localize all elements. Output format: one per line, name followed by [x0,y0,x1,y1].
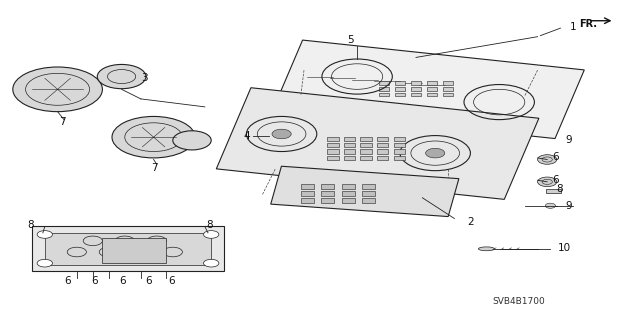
Bar [377,156,388,160]
Bar [394,149,405,154]
Polygon shape [216,88,539,199]
Text: 8: 8 [28,220,34,230]
Bar [360,137,372,141]
Polygon shape [273,40,584,138]
Bar [321,184,334,189]
Text: 6: 6 [120,276,126,286]
Text: 3: 3 [141,73,147,83]
Bar [327,149,339,154]
Text: 6: 6 [145,276,152,286]
Bar [362,198,375,203]
Circle shape [112,116,195,158]
Bar [427,87,437,91]
Bar [377,143,388,147]
Bar [443,93,453,96]
Bar [427,81,437,85]
Bar [32,226,224,271]
Bar [301,184,314,189]
Text: 4: 4 [243,130,250,141]
Text: 1: 1 [570,22,576,32]
Text: 6: 6 [92,276,98,286]
Bar [342,198,355,203]
Bar [411,93,421,96]
Text: 6: 6 [552,175,559,185]
Bar [362,191,375,196]
Bar [301,198,314,203]
Text: 10: 10 [558,243,571,253]
Bar [379,93,389,96]
Bar [394,156,405,160]
Ellipse shape [479,247,495,251]
Text: 6: 6 [64,276,70,286]
Bar [379,87,389,91]
Circle shape [97,64,146,89]
Text: 7: 7 [60,117,66,127]
Bar [546,189,561,193]
Bar [379,81,389,85]
Bar [360,149,372,154]
Text: 9: 9 [565,201,572,211]
Text: 7: 7 [152,163,158,174]
Bar [344,149,355,154]
Bar [411,81,421,85]
Circle shape [538,177,557,187]
Circle shape [13,67,102,112]
Text: 8: 8 [557,184,563,194]
Text: 9: 9 [565,135,572,145]
Bar [362,184,375,189]
Bar [342,184,355,189]
Bar [377,149,388,154]
Bar [321,198,334,203]
Bar [45,233,211,265]
Bar [344,137,355,141]
Bar [321,191,334,196]
Bar [394,143,405,147]
Bar [443,87,453,91]
Circle shape [272,129,291,139]
Bar [360,143,372,147]
Text: 2: 2 [467,217,474,227]
Bar [360,156,372,160]
Circle shape [538,155,557,164]
Bar [344,156,355,160]
Bar [377,137,388,141]
Polygon shape [271,166,459,217]
Circle shape [426,148,445,158]
Bar [102,238,166,263]
Text: 5: 5 [348,35,354,45]
Bar [327,137,339,141]
Circle shape [37,231,52,238]
Bar [411,87,421,91]
Circle shape [545,203,556,208]
Bar [342,191,355,196]
Bar [443,81,453,85]
Bar [394,137,405,141]
Bar [301,191,314,196]
Circle shape [204,259,219,267]
Bar [344,143,355,147]
Text: 8: 8 [207,220,213,230]
Bar [327,156,339,160]
Circle shape [204,231,219,238]
Text: 6: 6 [552,152,559,162]
Bar [395,93,405,96]
Text: FR.: FR. [579,19,597,29]
Bar [427,93,437,96]
Text: SVB4B1700: SVB4B1700 [493,297,545,306]
Bar [395,81,405,85]
Bar [327,143,339,147]
Circle shape [173,131,211,150]
Bar [395,87,405,91]
Text: 6: 6 [168,276,175,286]
Circle shape [37,259,52,267]
